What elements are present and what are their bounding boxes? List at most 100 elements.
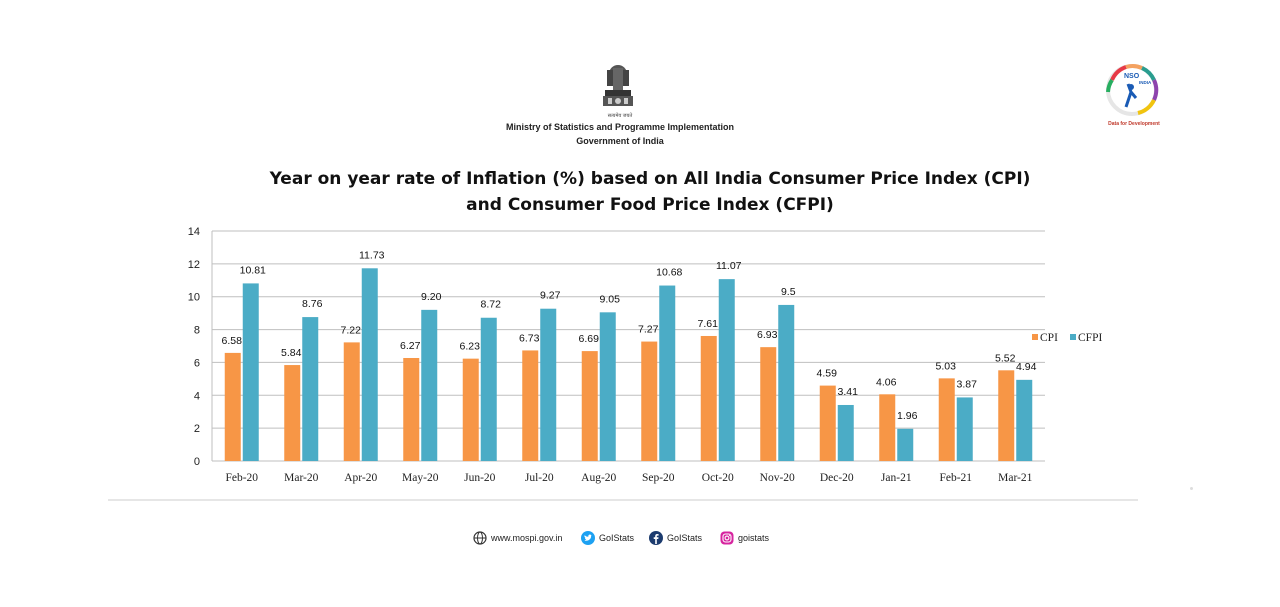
- bar-cpi: [938, 378, 955, 461]
- legend-swatch-cpi: [1032, 334, 1038, 340]
- bar-cfpi: [659, 285, 676, 461]
- bar-cfpi: [718, 279, 735, 461]
- decorative-dot: [1190, 487, 1193, 490]
- x-tick-label: Apr-20: [344, 472, 377, 484]
- data-label-cpi: 4.59: [817, 368, 838, 380]
- bar-cfpi: [897, 428, 914, 461]
- x-tick-label: Jun-20: [464, 472, 496, 484]
- x-tick-label: May-20: [402, 472, 439, 484]
- y-tick-label: 12: [188, 259, 200, 271]
- x-tick-label: Sep-20: [642, 472, 675, 484]
- bar-cfpi: [361, 268, 378, 461]
- x-tick-label: Nov-20: [760, 472, 795, 484]
- bar-cpi: [641, 341, 658, 461]
- bar-cpi: [224, 352, 241, 461]
- bar-cpi: [284, 365, 301, 461]
- bar-cpi: [522, 350, 539, 461]
- data-label-cfpi: 10.68: [656, 267, 682, 279]
- data-label-cfpi: 8.72: [481, 299, 502, 311]
- x-tick-label: Feb-20: [225, 472, 258, 484]
- nso-logo-country: INDIA: [1139, 80, 1152, 85]
- footer: www.mospi.gov.in GoIStats GoIStats goist…: [0, 528, 1280, 548]
- x-tick-label: Aug-20: [581, 472, 616, 484]
- bar-cpi: [819, 385, 836, 461]
- footer-facebook-link[interactable]: GoIStats: [649, 528, 702, 548]
- bar-cfpi: [421, 309, 438, 461]
- x-tick-label: Dec-20: [820, 472, 854, 484]
- ministry-name: Ministry of Statistics and Programme Imp…: [505, 122, 735, 132]
- bar-cfpi: [778, 304, 795, 461]
- bar-cfpi: [599, 312, 616, 461]
- footer-instagram-link[interactable]: goistats: [720, 528, 769, 548]
- bar-cfpi: [242, 283, 259, 461]
- bar-cpi: [700, 335, 717, 461]
- data-label-cfpi: 3.87: [957, 378, 978, 390]
- data-label-cpi: 7.61: [698, 318, 719, 330]
- data-label-cfpi: 11.07: [716, 260, 742, 272]
- globe-icon: [473, 531, 487, 545]
- legend-swatch-cfpi: [1070, 334, 1076, 340]
- x-tick-label: Oct-20: [702, 472, 734, 484]
- data-label-cpi: 6.23: [460, 341, 481, 353]
- bar-cfpi: [837, 404, 854, 461]
- data-label-cfpi: 9.27: [540, 290, 561, 302]
- emblem-motto: सत्यमेव जयते: [607, 113, 633, 119]
- y-tick-label: 0: [194, 456, 200, 468]
- ministry-header: Ministry of Statistics and Programme Imp…: [470, 120, 770, 148]
- data-label-cpi: 6.69: [579, 333, 600, 345]
- bar-cpi: [403, 357, 420, 461]
- data-label-cfpi: 9.5: [781, 286, 796, 298]
- x-tick-label: Jan-21: [881, 472, 912, 484]
- footer-website: www.mospi.gov.in: [491, 533, 563, 543]
- bar-cpi: [760, 347, 777, 461]
- data-label-cpi: 7.22: [341, 324, 362, 336]
- footer-website-link[interactable]: www.mospi.gov.in: [473, 528, 562, 548]
- data-label-cfpi: 8.76: [302, 298, 323, 310]
- y-tick-label: 2: [194, 423, 200, 435]
- data-label-cpi: 6.73: [519, 332, 540, 344]
- nso-tagline: Data for Development: [1108, 121, 1160, 127]
- nso-logo-text: NSO: [1124, 73, 1140, 80]
- bar-cpi: [879, 394, 896, 461]
- data-label-cpi: 5.52: [995, 352, 1016, 364]
- chart-title-line1: Year on year rate of Inflation (%) based…: [269, 169, 1031, 189]
- bar-cfpi: [302, 317, 319, 461]
- y-tick-label: 14: [188, 226, 200, 238]
- bar-cpi: [462, 358, 479, 461]
- x-tick-label: Mar-21: [998, 472, 1033, 484]
- data-label-cpi: 4.06: [876, 376, 897, 388]
- y-tick-label: 10: [188, 292, 200, 304]
- x-tick-label: Mar-20: [284, 472, 319, 484]
- footer-facebook: GoIStats: [667, 533, 703, 543]
- footer-twitter-link[interactable]: GoIStats: [581, 528, 634, 548]
- twitter-icon: [581, 531, 595, 545]
- y-tick-label: 8: [194, 325, 200, 337]
- y-tick-label: 6: [194, 357, 200, 369]
- government-name: Government of India: [576, 136, 664, 146]
- national-emblem-icon: [603, 65, 633, 106]
- footer-divider: [108, 499, 1138, 501]
- instagram-icon: [720, 531, 734, 545]
- data-label-cfpi: 3.41: [838, 386, 859, 398]
- data-label-cpi: 7.27: [638, 324, 659, 336]
- data-label-cfpi: 4.94: [1016, 361, 1037, 373]
- bar-cfpi: [480, 317, 497, 461]
- data-label-cfpi: 10.81: [240, 264, 266, 276]
- chart-title: Year on year rate of Inflation (%) based…: [200, 166, 1100, 218]
- bar-cpi: [581, 351, 598, 461]
- bar-cpi: [343, 342, 360, 461]
- bar-cpi: [998, 370, 1015, 461]
- data-label-cpi: 6.93: [757, 329, 778, 341]
- bar-cfpi: [1016, 379, 1033, 461]
- x-tick-label: Jul-20: [525, 472, 554, 484]
- data-label-cfpi: 9.05: [600, 293, 621, 305]
- facebook-icon: [649, 531, 663, 545]
- data-label-cpi: 5.03: [936, 360, 957, 372]
- legend-label-cpi: CPI: [1040, 332, 1058, 344]
- footer-instagram: goistats: [738, 533, 770, 543]
- data-label-cpi: 5.84: [281, 347, 302, 359]
- legend-label-cfpi: CFPI: [1078, 332, 1102, 344]
- y-tick-label: 4: [194, 390, 200, 402]
- data-label-cfpi: 9.20: [421, 291, 442, 303]
